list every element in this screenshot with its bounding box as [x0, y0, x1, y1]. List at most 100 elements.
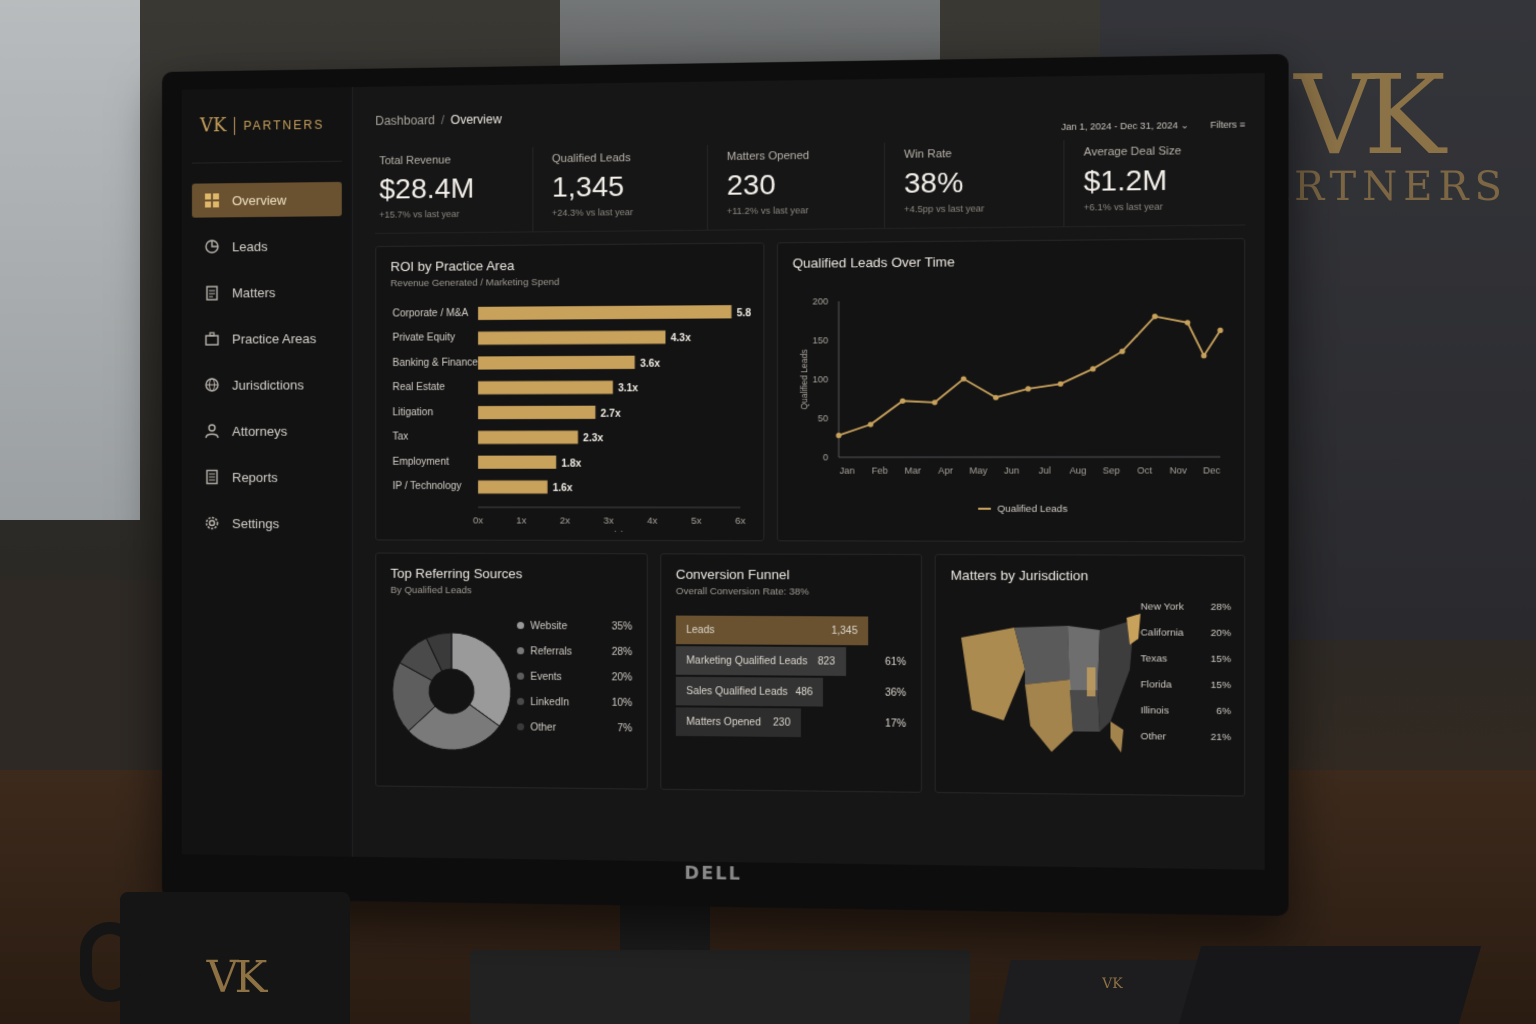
jurisdiction-label: Illinois — [1141, 705, 1169, 717]
kpi-label: Win Rate — [904, 147, 1063, 161]
leads-x-tick-label: Feb — [872, 465, 888, 475]
leads-data-point[interactable] — [1217, 328, 1223, 333]
leads-data-point[interactable] — [1090, 366, 1096, 371]
kpi-delta-value: +11.2% — [727, 206, 758, 217]
sources-legend-row[interactable]: LinkedIn 10% — [517, 697, 632, 709]
sidebar-item-attorneys[interactable]: Attorneys — [192, 414, 342, 448]
funnel-stage-label: Leads — [686, 624, 714, 635]
leads-data-point[interactable] — [993, 395, 999, 400]
sidebar-item-reports[interactable]: Reports — [192, 460, 342, 494]
breadcrumb-root[interactable]: Dashboard — [375, 113, 435, 128]
leads-data-point[interactable] — [1152, 314, 1158, 319]
funnel-stage[interactable]: Leads 1,345 — [676, 616, 906, 646]
funnel-stage-label: Matters Opened — [686, 716, 761, 728]
roi-bar[interactable] — [478, 480, 547, 493]
kpi-delta-value: +4.5pp — [904, 204, 933, 215]
kpi-card[interactable]: Matters Opened 230 +11.2% vs last year — [708, 143, 885, 230]
sidebar-item-overview[interactable]: Overview — [192, 182, 342, 218]
sidebar-item-label: Practice Areas — [232, 331, 316, 347]
funnel-stage[interactable]: Matters Opened 230 17% — [676, 707, 906, 738]
sidebar-item-jurisdictions[interactable]: Jurisdictions — [192, 367, 342, 402]
jurisdiction-row[interactable]: New York 28% — [1141, 601, 1232, 613]
kpi-value: $1.2M — [1084, 163, 1246, 198]
funnel-step-rate: 17% — [885, 718, 906, 730]
grid-icon — [204, 192, 220, 208]
kpi-value: $28.4M — [379, 172, 532, 206]
roi-tick-label: 5x — [691, 516, 702, 527]
leads-card: Qualified Leads Over Time 0 50 100 150 200 Qu… — [777, 238, 1245, 542]
leads-data-point[interactable] — [836, 433, 841, 438]
leads-data-point[interactable] — [961, 376, 967, 381]
kpi-card[interactable]: Average Deal Size $1.2M +6.1% vs last year — [1064, 138, 1245, 226]
jurisdiction-value: 15% — [1211, 680, 1232, 692]
roi-bar[interactable] — [478, 356, 635, 370]
leads-y-tick-label: 200 — [812, 296, 828, 306]
app-logo[interactable]: VK PARTNERS — [192, 113, 342, 163]
legend-dot-icon — [517, 723, 524, 730]
briefcase-icon — [204, 331, 220, 347]
sidebar-item-settings[interactable]: Settings — [192, 506, 342, 540]
leads-y-tick-label: 150 — [812, 335, 828, 345]
sources-legend-row[interactable]: Website 35% — [517, 621, 632, 633]
leads-data-point[interactable] — [1201, 353, 1207, 358]
roi-bar[interactable] — [478, 431, 578, 444]
sources-legend-value: 20% — [612, 672, 633, 683]
charts-row-top: ROI by Practice Area Revenue Generated /… — [375, 238, 1245, 542]
map-west-region — [961, 627, 1025, 720]
legend-dot-icon — [517, 698, 524, 705]
kpi-delta-suffix: vs last year — [761, 205, 809, 216]
sources-legend-row[interactable]: Referrals 28% — [517, 646, 632, 658]
sources-legend: Website 35% Referrals 28% Events 20% LinkedIn 1… — [517, 621, 632, 749]
kpi-value: 38% — [904, 165, 1063, 200]
jurisdiction-card: Matters by Jurisdiction New York 28% Calif… — [935, 554, 1246, 797]
leads-x-tick-label: Nov — [1170, 465, 1188, 475]
jurisdiction-row[interactable]: Other 21% — [1141, 731, 1232, 743]
roi-bar[interactable] — [478, 406, 595, 420]
sidebar-item-matters[interactable]: Matters — [192, 275, 342, 310]
leads-series-line — [839, 316, 1221, 435]
sidebar-item-label: Settings — [232, 516, 279, 531]
jurisdiction-row[interactable]: Illinois 6% — [1141, 705, 1232, 717]
roi-bar[interactable] — [478, 331, 665, 345]
jurisdiction-value: 15% — [1211, 654, 1232, 666]
funnel-stage-label: Sales Qualified Leads — [686, 686, 787, 698]
roi-chart: Corporate / M&A 5.8x Private Equity 4.3x Ban… — [390, 287, 750, 532]
coffee-mug: VK — [120, 892, 350, 1024]
sources-legend-entry: LinkedIn — [517, 697, 569, 709]
roi-bar[interactable] — [478, 305, 731, 320]
sources-legend-value: 35% — [612, 621, 633, 632]
roi-bar[interactable] — [478, 381, 613, 395]
breadcrumb-separator: / — [441, 113, 444, 127]
jurisdiction-label: Texas — [1141, 653, 1168, 665]
sources-legend-row[interactable]: Events 20% — [517, 672, 632, 684]
funnel-stage[interactable]: Marketing Qualified Leads 823 61% — [676, 646, 906, 676]
leads-data-point[interactable] — [1119, 349, 1125, 354]
map-mountain-region — [1014, 626, 1069, 685]
leads-data-point[interactable] — [1025, 386, 1031, 391]
sources-legend-value: 10% — [612, 698, 633, 709]
leads-data-point[interactable] — [1058, 381, 1064, 386]
jurisdiction-label: Other — [1141, 731, 1167, 743]
mug-logo: VK — [120, 952, 350, 1003]
roi-data-label: 3.6x — [640, 359, 661, 370]
leads-data-point[interactable] — [932, 400, 938, 405]
date-range-picker[interactable]: Jan 1, 2024 - Dec 31, 2024 ⌄ — [1061, 119, 1188, 132]
leads-data-point[interactable] — [1185, 320, 1191, 325]
jurisdiction-value: 28% — [1211, 602, 1232, 614]
kpi-label: Qualified Leads — [552, 151, 707, 165]
sidebar-item-practice-areas[interactable]: Practice Areas — [192, 321, 342, 356]
kpi-card[interactable]: Win Rate 38% +4.5pp vs last year — [885, 140, 1064, 228]
leads-data-point[interactable] — [900, 398, 905, 403]
kpi-card[interactable]: Qualified Leads 1,345 +24.3% vs last year — [533, 145, 708, 231]
funnel-stage[interactable]: Sales Qualified Leads 486 36% — [676, 677, 906, 707]
filters-button[interactable]: Filters ≡ — [1210, 119, 1245, 131]
sidebar-item-leads[interactable]: Leads — [192, 228, 342, 264]
roi-bar[interactable] — [478, 456, 556, 469]
kpi-card[interactable]: Total Revenue $28.4M +15.7% vs last year — [375, 147, 533, 233]
jurisdiction-row[interactable]: Florida 15% — [1141, 679, 1232, 691]
jurisdiction-row[interactable]: California 20% — [1141, 627, 1232, 639]
leads-data-point[interactable] — [868, 422, 873, 427]
kpi-label: Total Revenue — [379, 153, 532, 167]
sources-legend-row[interactable]: Other 7% — [517, 722, 632, 734]
jurisdiction-row[interactable]: Texas 15% — [1141, 653, 1232, 665]
